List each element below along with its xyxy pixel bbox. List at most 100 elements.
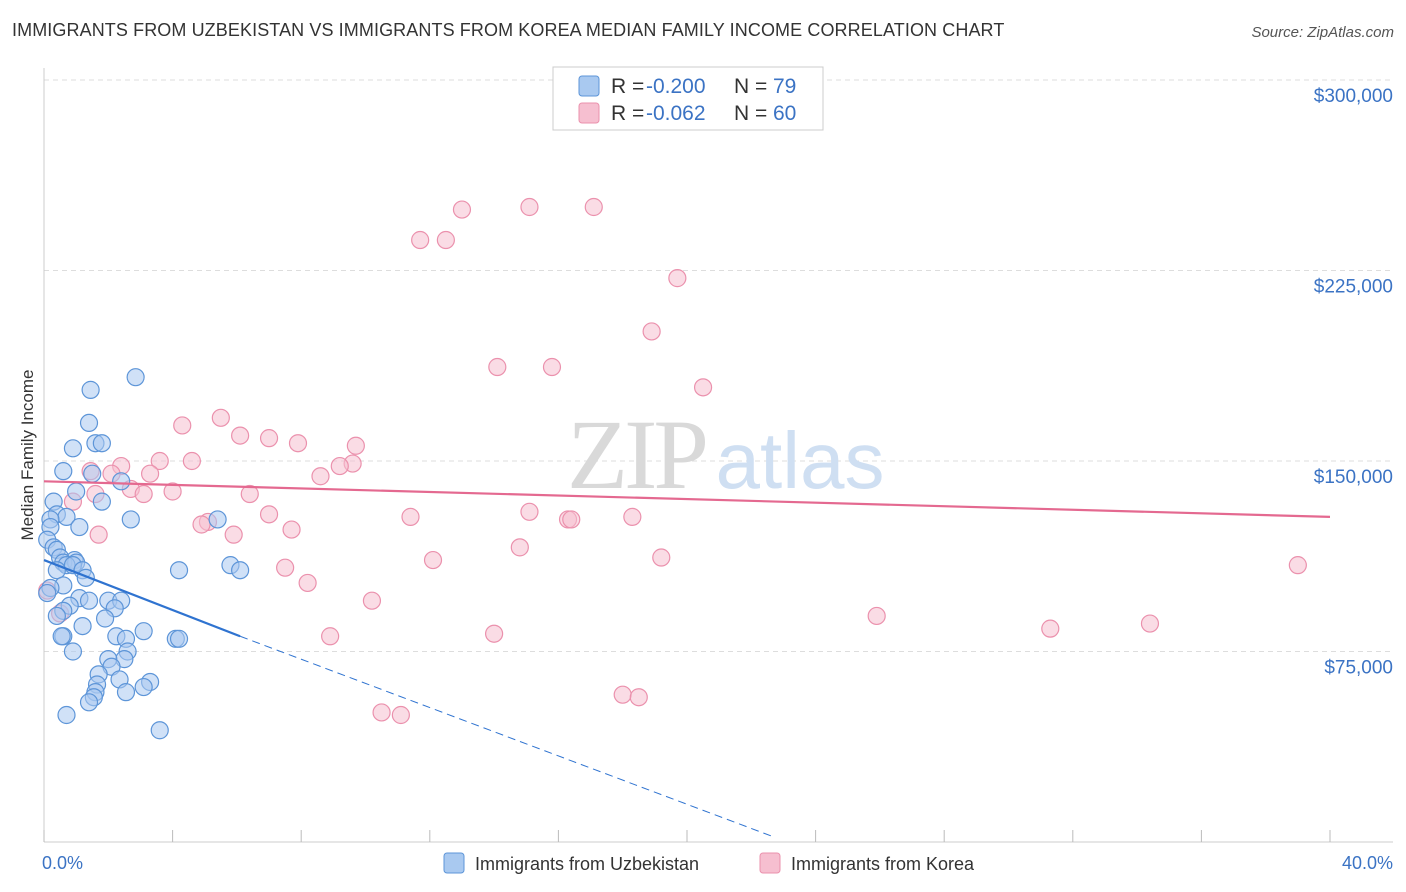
uzbekistan-point	[126, 368, 145, 387]
uzbekistan-trend-extension	[239, 635, 774, 838]
korea-point	[321, 627, 340, 646]
korea-point	[163, 482, 182, 501]
series-legend-swatch-korea	[759, 852, 781, 874]
korea-point	[629, 688, 648, 707]
uzbekistan-point	[116, 683, 136, 702]
uzbekistan-point	[38, 583, 57, 603]
korea-point	[520, 197, 539, 217]
uzbekistan-points	[38, 368, 250, 740]
legend-r-value-2: -0.062	[646, 102, 706, 125]
korea-point	[211, 408, 230, 427]
watermark: ZIP atlas	[567, 399, 884, 510]
uzbekistan-point	[79, 693, 99, 712]
series-legend: Immigrants from Uzbekistan Immigrants fr…	[443, 852, 975, 874]
series-legend-label-uzbekistan: Immigrants from Uzbekistan	[475, 854, 699, 874]
korea-point	[276, 558, 295, 577]
stats-legend: R = -0.200 N = 79 R = -0.062 N = 60	[552, 66, 824, 131]
legend-n-value-1: 79	[773, 75, 796, 98]
korea-point	[411, 230, 430, 250]
korea-point	[652, 548, 671, 567]
x-tick-min: 0.0%	[42, 853, 83, 873]
uzbekistan-point	[92, 492, 111, 511]
korea-point	[642, 322, 661, 341]
axes	[43, 68, 1393, 843]
uzbekistan-point	[121, 510, 140, 529]
korea-point	[259, 505, 279, 524]
y-axis-title: Median Family Income	[18, 369, 37, 540]
uzbekistan-point	[70, 517, 89, 537]
korea-point	[436, 230, 455, 250]
korea-point	[173, 416, 192, 435]
legend-n-label-1: N =	[734, 75, 767, 98]
uzbekistan-point	[57, 705, 76, 725]
uzbekistan-point	[169, 561, 189, 580]
korea-point	[562, 510, 581, 529]
korea-point	[401, 507, 420, 526]
korea-point	[231, 426, 250, 445]
legend-swatch-korea	[578, 102, 600, 124]
korea-point	[1041, 619, 1060, 638]
x-tick-max: 40.0%	[1342, 853, 1393, 873]
korea-point	[282, 520, 301, 539]
legend-swatch-uzbekistan	[578, 75, 600, 97]
korea-point	[613, 685, 632, 704]
series-legend-swatch-uzbekistan	[443, 852, 465, 874]
y-tick-label: $300,000	[1314, 86, 1393, 107]
korea-point	[372, 703, 391, 722]
korea-point	[584, 197, 603, 217]
y-tick-label: $75,000	[1324, 658, 1393, 679]
korea-point	[288, 434, 308, 453]
korea-point	[623, 507, 642, 526]
korea-point	[452, 200, 472, 219]
watermark-atlas: atlas	[716, 416, 885, 505]
uzbekistan-point	[54, 462, 73, 481]
korea-point	[423, 550, 443, 570]
uzbekistan-point	[169, 629, 189, 648]
korea-point	[1288, 556, 1307, 575]
legend-r-value-1: -0.200	[646, 75, 706, 98]
legend-r-label-1: R =	[611, 75, 644, 98]
korea-point	[510, 538, 529, 557]
korea-point	[150, 451, 169, 471]
trend-lines	[43, 480, 1331, 838]
uzbekistan-point	[231, 561, 250, 580]
uzbekistan-point	[79, 591, 99, 610]
korea-point	[668, 269, 687, 288]
watermark-zip: ZIP	[567, 399, 705, 510]
y-tick-label: $150,000	[1314, 467, 1393, 488]
korea-point	[311, 467, 330, 486]
uzbekistan-point	[95, 609, 115, 628]
korea-points	[38, 197, 1307, 725]
uzbekistan-point	[81, 380, 100, 399]
uzbekistan-point	[83, 464, 102, 483]
legend-n-value-2: 60	[773, 102, 796, 125]
korea-point	[240, 484, 259, 504]
korea-point	[298, 573, 317, 593]
korea-point	[192, 515, 211, 534]
korea-point	[1140, 614, 1160, 633]
korea-point	[346, 436, 365, 455]
korea-point	[134, 484, 153, 504]
legend-r-label-2: R =	[611, 102, 644, 125]
korea-point	[485, 624, 504, 643]
korea-point	[140, 464, 160, 483]
uzbekistan-trend-line	[43, 559, 241, 638]
uzbekistan-point	[92, 434, 111, 453]
y-tick-label: $225,000	[1314, 277, 1393, 298]
korea-point	[330, 456, 349, 476]
y-tick-labels: $75,000 $150,000 $225,000 $300,000	[1314, 86, 1393, 679]
uzbekistan-point	[79, 413, 99, 432]
uzbekistan-point	[150, 721, 169, 740]
korea-point	[542, 357, 562, 377]
uzbekistan-point	[67, 482, 86, 501]
uzbekistan-point	[112, 472, 131, 491]
korea-point	[259, 429, 279, 448]
korea-point	[520, 502, 539, 521]
chart-title: IMMIGRANTS FROM UZBEKISTAN VS IMMIGRANTS…	[12, 20, 1005, 40]
korea-point	[182, 451, 201, 471]
korea-point	[89, 525, 108, 544]
korea-point	[488, 357, 507, 377]
uzbekistan-point	[73, 616, 92, 636]
korea-point	[362, 591, 382, 610]
